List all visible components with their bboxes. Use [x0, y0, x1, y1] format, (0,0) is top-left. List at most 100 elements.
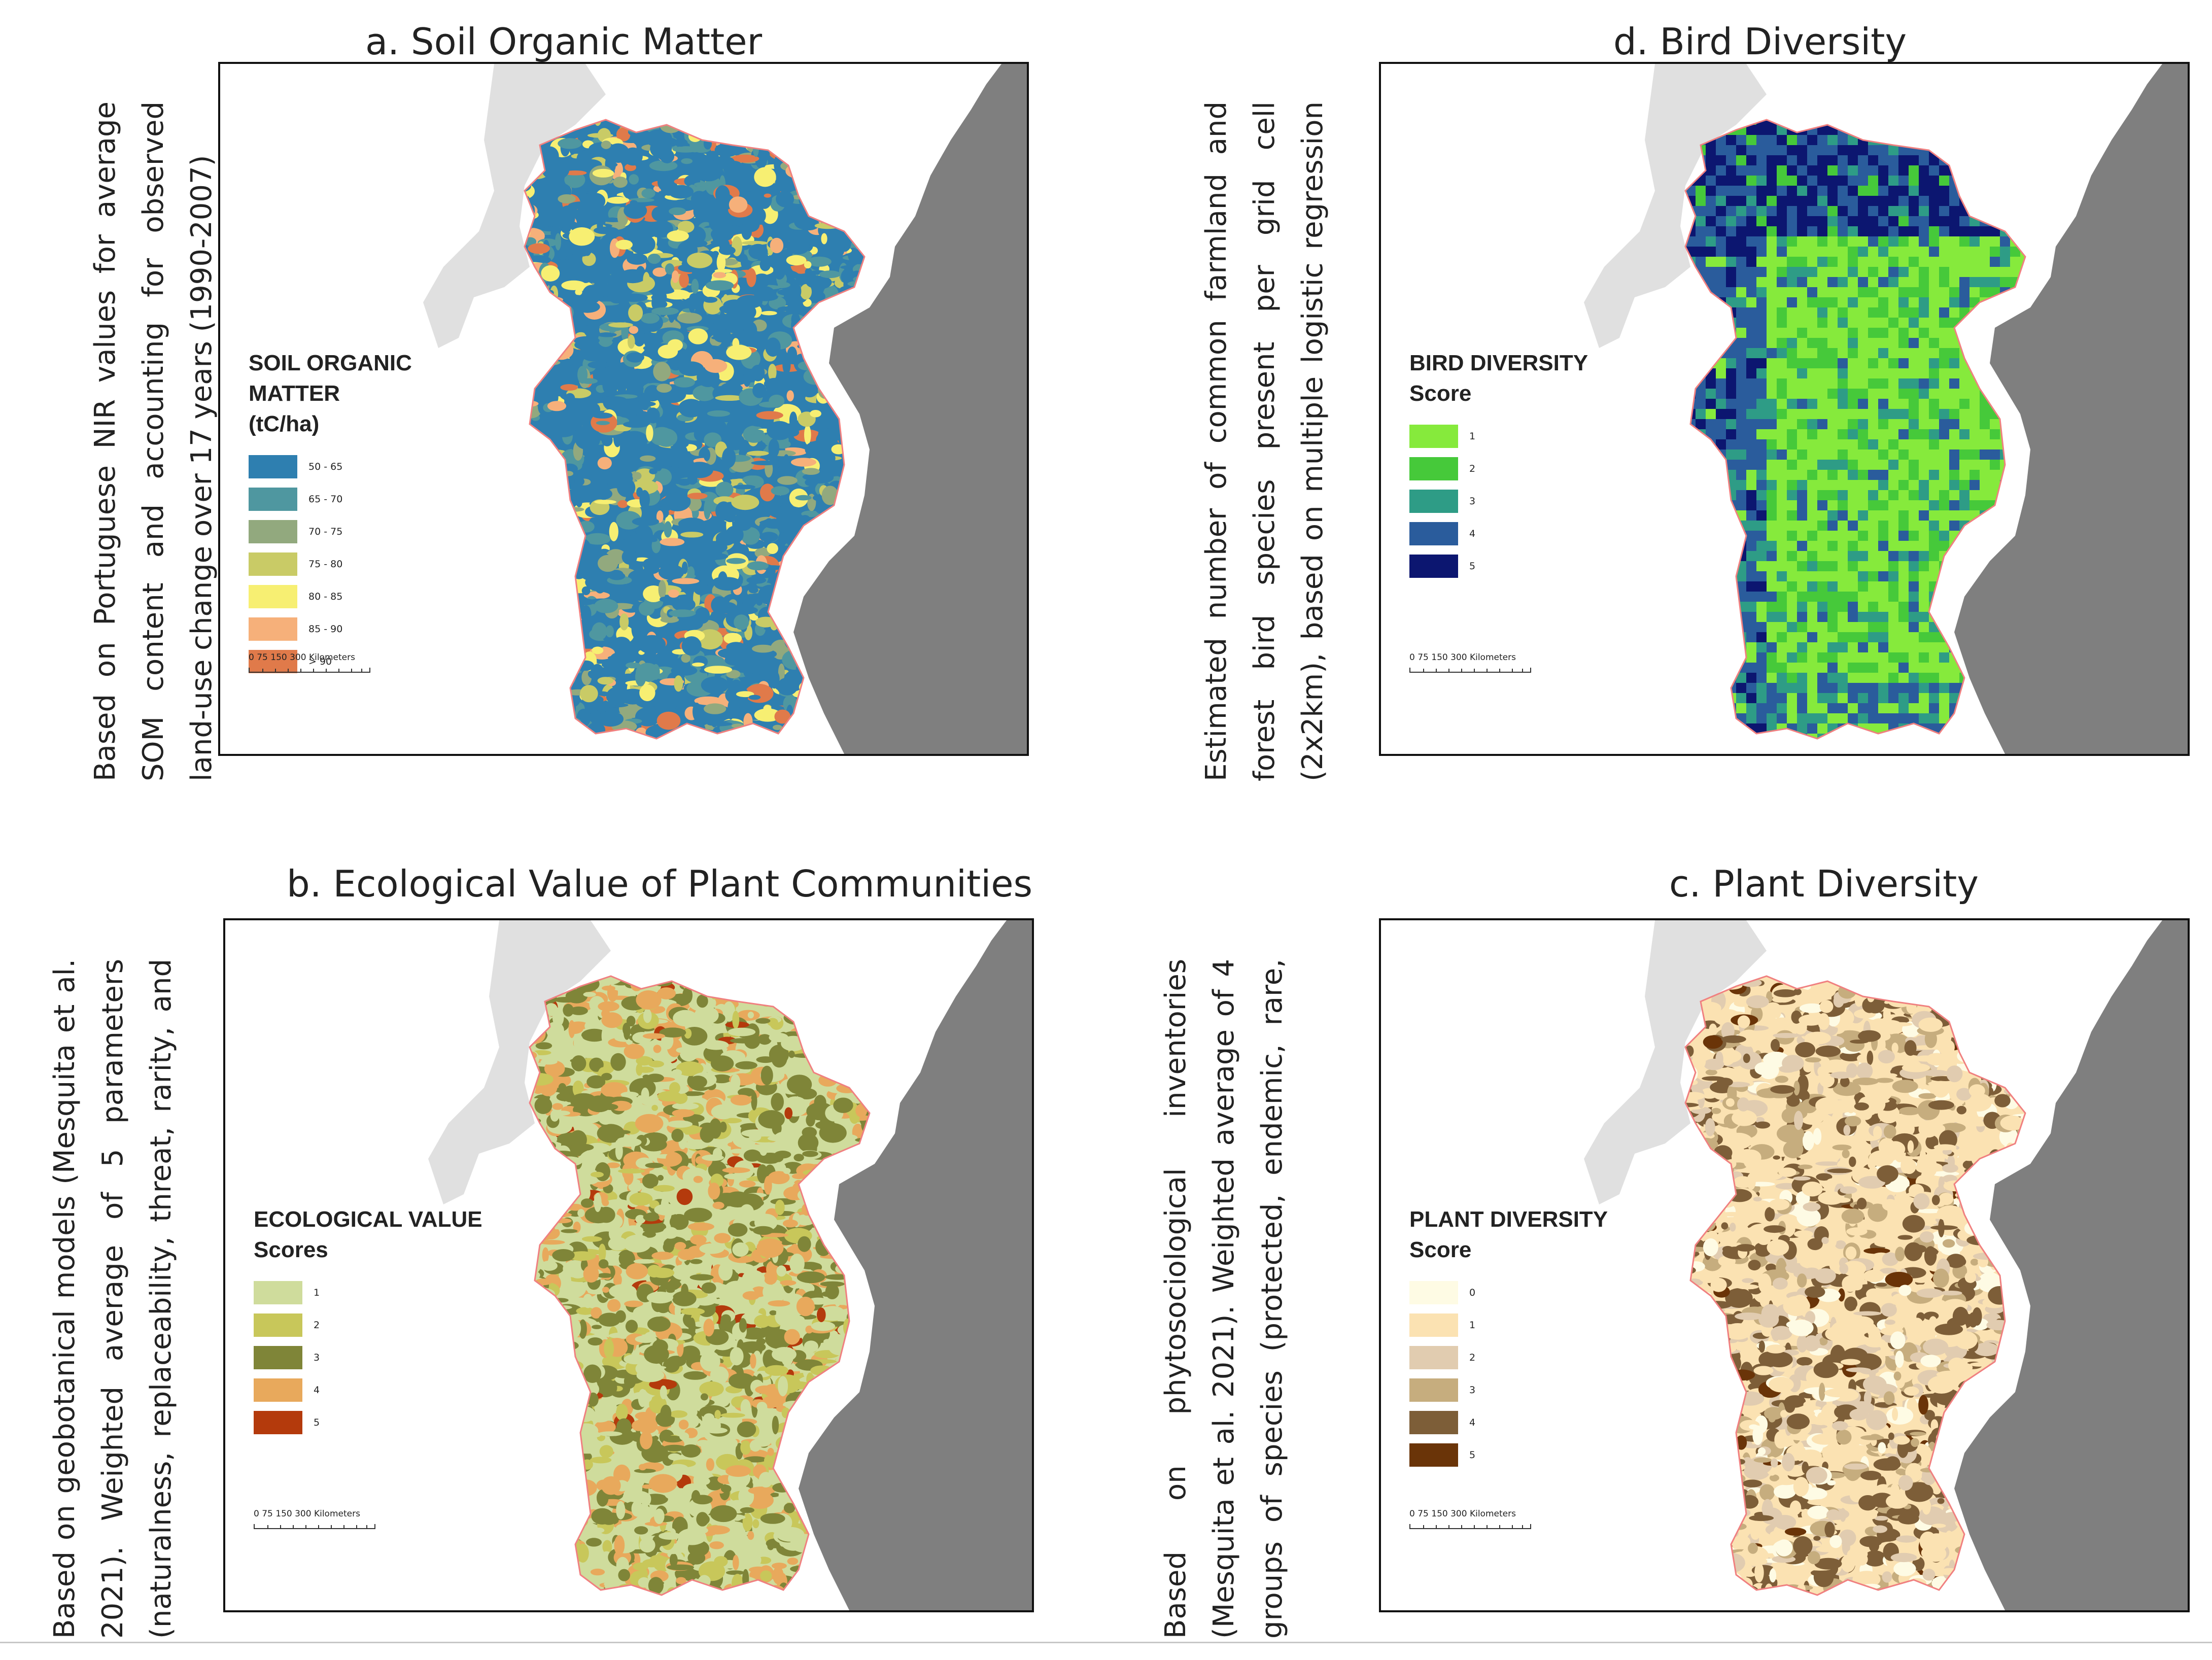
legend-title: PLANT DIVERSITY: [1409, 1207, 1608, 1232]
legend-title: MATTER: [249, 381, 340, 406]
scale-bar: 0 75 150 300 Kilometers: [1409, 652, 1531, 673]
legend-label: 2: [314, 1320, 320, 1331]
neighbouring-land: [428, 920, 611, 1204]
study-area-outline: [1684, 119, 2026, 740]
legend-item: 1: [254, 1276, 482, 1309]
legend-label: 3: [314, 1352, 320, 1363]
legend-label: 50 - 65: [308, 461, 343, 472]
scale-bar-line: [254, 1524, 375, 1529]
bird-map-canvas: [1584, 64, 2188, 754]
legend-swatch: [254, 1313, 302, 1337]
legend-title: Scores: [254, 1237, 328, 1262]
legend-swatch: [249, 455, 297, 478]
legend-item: 4: [1409, 517, 1588, 550]
scale-bar-line: [1409, 668, 1531, 673]
legend-title: (tC/ha): [249, 411, 320, 436]
panel-description-som: Based on Portuguese NIR values for avera…: [89, 101, 218, 781]
study-area-outline: [529, 975, 871, 1596]
legend-swatch: [1409, 1313, 1458, 1337]
scale-bar: 0 75 150 300 Kilometers: [254, 1509, 375, 1529]
som-map-canvas: [423, 64, 1027, 754]
legend-label: 5: [1469, 1449, 1476, 1461]
legend-swatch: [249, 520, 297, 543]
legend-label: > 90: [308, 656, 332, 667]
legend-label: 1: [1469, 1320, 1476, 1331]
scale-bar-label: 0 75 150 300 Kilometers: [1409, 652, 1516, 663]
outside-study-area: [799, 920, 1032, 1610]
legend-title: ECOLOGICAL VALUE: [254, 1207, 482, 1232]
legend-label: 70 - 75: [308, 526, 343, 537]
legend-label: 75 - 80: [308, 559, 343, 570]
legend-item: 4: [1409, 1406, 1608, 1439]
neighbouring-land: [1584, 64, 1767, 348]
legend-label: 1: [314, 1287, 320, 1298]
map-eco: ECOLOGICAL VALUE Scores 1 2 3 4 5 0 75 150 300 …: [223, 918, 1034, 1612]
panel-title-eco: b. Ecological Value of Plant Communities: [287, 862, 1033, 905]
legend-item: 0: [1409, 1276, 1608, 1309]
legend-title: SOIL ORGANIC: [249, 351, 412, 375]
legend-label: 65 - 70: [308, 494, 343, 505]
legend-swatch: [1409, 1378, 1458, 1402]
legend-swatch: [254, 1378, 302, 1402]
map-som: SOIL ORGANIC MATTER (tC/ha) 50 - 65 65 - 70 7…: [218, 62, 1029, 756]
legend-label: 4: [1469, 1417, 1476, 1428]
som-legend: SOIL ORGANIC MATTER (tC/ha) 50 - 65 65 - 70 7…: [249, 348, 412, 678]
panel-description-eco: Based on geobotanical models (Mesquita e…: [48, 959, 178, 1639]
legend-title: Score: [1409, 1237, 1472, 1262]
legend-item: 1: [1409, 1309, 1608, 1341]
legend-swatch: [254, 1281, 302, 1304]
legend-item: 1: [1409, 420, 1588, 453]
eco-legend: ECOLOGICAL VALUE Scores 1 2 3 4 5: [254, 1204, 482, 1439]
neighbouring-land: [423, 64, 606, 348]
legend-item: 75 - 80: [249, 548, 412, 580]
legend-swatch: [249, 650, 297, 673]
panel-description-bird: Estimated number of common farmland and …: [1200, 101, 1329, 781]
legend-item: 3: [254, 1341, 482, 1374]
legend-title: BIRD DIVERSITY: [1409, 351, 1588, 375]
map-plant: PLANT DIVERSITY Score 0 1 2 3 4 5 0 75 150 300 K…: [1379, 918, 2190, 1612]
legend-swatch: [1409, 1411, 1458, 1434]
legend-item: 50 - 65: [249, 451, 412, 483]
legend-item: 85 - 90: [249, 613, 412, 645]
legend-swatch: [249, 488, 297, 511]
legend-swatch: [1409, 457, 1458, 480]
outside-study-area: [1954, 920, 2188, 1610]
scale-bar: 0 75 150 300 Kilometers: [249, 652, 370, 673]
legend-item: 2: [254, 1309, 482, 1341]
legend-swatch: [254, 1346, 302, 1369]
study-area-outline: [524, 119, 866, 740]
legend-item: 80 - 85: [249, 580, 412, 613]
legend-swatch: [249, 552, 297, 576]
legend-swatch: [1409, 555, 1458, 578]
legend-swatch: [254, 1411, 302, 1434]
legend-label: 3: [1469, 496, 1476, 507]
legend-label: 85 - 90: [308, 624, 343, 635]
scale-bar-line: [249, 668, 370, 673]
legend-swatch: [1409, 490, 1458, 513]
legend-label: 2: [1469, 1352, 1476, 1363]
legend-item: 4: [254, 1374, 482, 1406]
legend-item: 5: [254, 1406, 482, 1439]
outside-study-area: [1954, 64, 2188, 754]
scale-bar-label: 0 75 150 300 Kilometers: [1409, 1509, 1516, 1519]
legend-label: 1: [1469, 431, 1476, 442]
study-area-outline: [1684, 975, 2026, 1596]
panel-title-som: a. Soil Organic Matter: [365, 20, 763, 63]
legend-swatch: [1409, 1443, 1458, 1467]
scale-bar-label: 0 75 150 300 Kilometers: [249, 652, 355, 663]
legend-item: 65 - 70: [249, 483, 412, 515]
legend-label: 0: [1469, 1287, 1476, 1298]
scale-bar-line: [1409, 1524, 1531, 1529]
legend-item: > 90: [249, 645, 412, 678]
legend-swatch: [1409, 1281, 1458, 1304]
panel-title-bird: d. Bird Diversity: [1613, 20, 1907, 63]
eco-map-canvas: [428, 920, 1032, 1610]
map-bird: BIRD DIVERSITY Score 1 2 3 4 5 0 75 150 300 Kil…: [1379, 62, 2190, 756]
legend-item: 2: [1409, 1341, 1608, 1374]
legend-label: 4: [314, 1385, 320, 1396]
outside-study-area: [793, 64, 1027, 754]
legend-label: 3: [1469, 1385, 1476, 1396]
legend-swatch: [1409, 425, 1458, 448]
neighbouring-land: [1584, 920, 1767, 1204]
legend-item: 2: [1409, 453, 1588, 485]
